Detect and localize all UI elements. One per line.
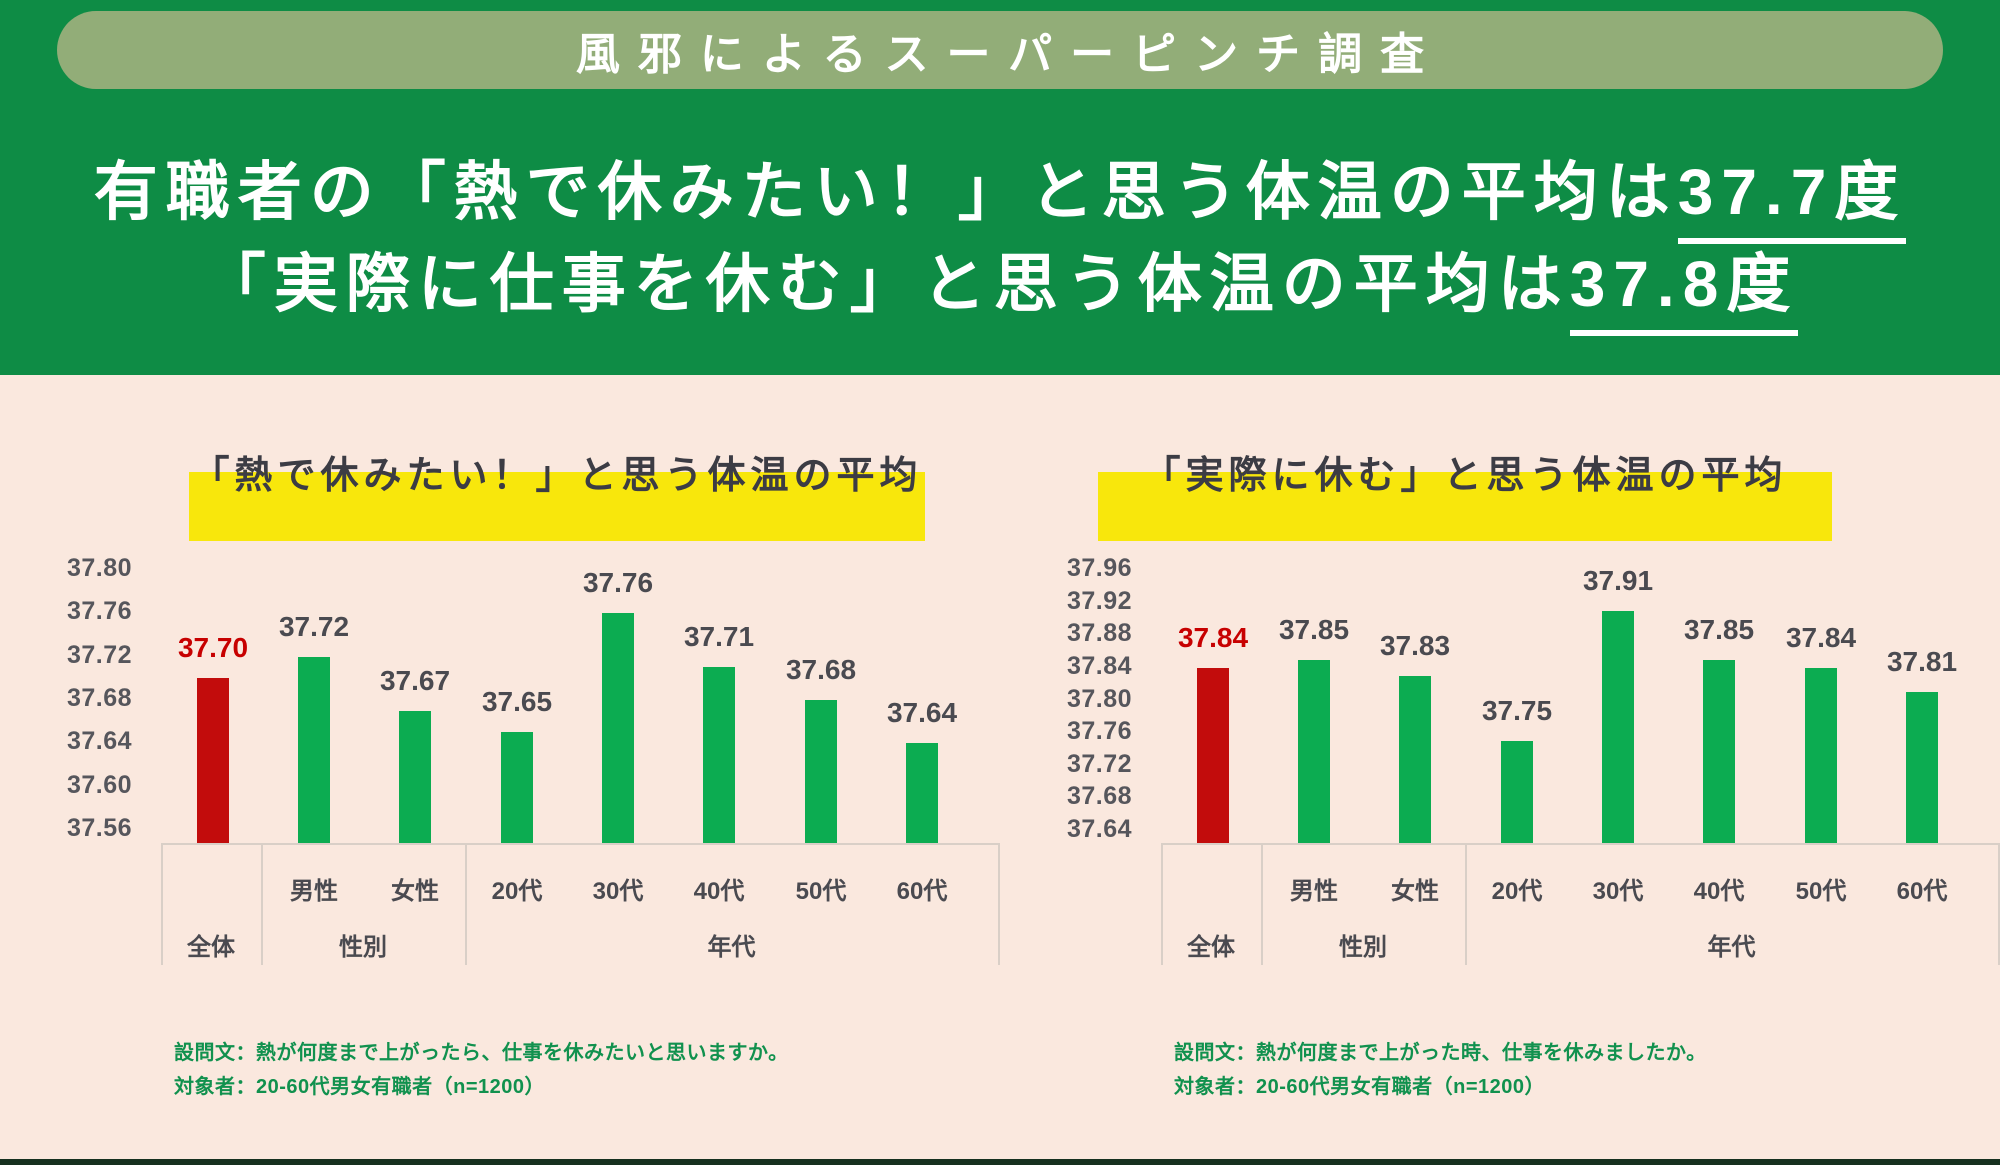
bar-value-label: 37.84 [1785, 621, 1857, 653]
table-divider [1261, 843, 1263, 965]
group-label: 性別 [1339, 934, 1387, 961]
y-axis-tick-label: 37.64 [66, 727, 132, 756]
category-label: 50代 [795, 878, 847, 905]
bar [1703, 659, 1735, 843]
header-band: 風邪によるスーパーピンチ調査 有職者の「熱で休みたい！」と思う体温の平均は37.… [0, 0, 2000, 375]
bar [1298, 659, 1330, 843]
bar [1906, 692, 1938, 843]
bar [906, 743, 938, 843]
y-axis-tick-label: 37.56 [66, 813, 132, 842]
bar-value-label: 37.84 [1177, 621, 1249, 653]
y-axis-tick-label: 37.64 [1066, 815, 1132, 844]
table-divider [465, 843, 467, 965]
headline-line-1: 有職者の「熱で休みたい！」と思う体温の平均は37.7度 [0, 141, 2000, 244]
group-label: 性別 [339, 934, 387, 961]
bar [1805, 667, 1837, 843]
y-axis-tick-label: 37.76 [66, 597, 132, 626]
table-divider [161, 843, 163, 965]
bar-value-label: 37.72 [278, 610, 350, 642]
group-label: 全体 [187, 934, 235, 961]
bar-value-label: 37.85 [1683, 613, 1755, 645]
category-label: 男性 [290, 878, 338, 905]
note-sample: 対象者：20-60代男女有職者（n=1200） [174, 1076, 546, 1098]
bar-value-label: 37.83 [1379, 630, 1451, 662]
headline-line-1-value: 37.7度 [1677, 141, 1907, 244]
y-axis-tick-label: 37.92 [1066, 586, 1132, 615]
category-label: 20代 [491, 878, 543, 905]
bar [703, 667, 735, 843]
y-axis-tick-label: 37.68 [1066, 782, 1132, 811]
bar-value-label: 37.76 [582, 567, 654, 599]
headline-line-2-text: 「実際に仕事を休む」と思う体温の平均は [201, 248, 1570, 320]
group-label: 全体 [1187, 934, 1235, 961]
category-label: 女性 [1391, 878, 1439, 905]
bar-value-label: 37.67 [379, 664, 451, 696]
bar-value-label: 37.68 [785, 653, 857, 685]
category-label: 30代 [1592, 878, 1644, 905]
headline-line-2-value: 37.8度 [1569, 233, 1799, 336]
table-divider [998, 843, 1000, 965]
y-axis-tick-label: 37.76 [1066, 717, 1132, 746]
bottom-strip [0, 1159, 2000, 1165]
bar-value-label: 37.71 [683, 621, 755, 653]
bar-value-label: 37.64 [886, 697, 958, 729]
chart-title: 「実際に休む」と思う体温の平均 [1142, 455, 1788, 497]
note-sample: 対象者：20-60代男女有職者（n=1200） [1174, 1076, 1546, 1098]
category-label: 50代 [1795, 878, 1847, 905]
survey-badge-label: 風邪によるスーパーピンチ調査 [575, 30, 1443, 79]
bar-value-label: 37.70 [177, 632, 249, 664]
headline-line-2: 「実際に仕事を休む」と思う体温の平均は37.8度 [0, 233, 2000, 336]
note-question: 設問文：熱が何度まで上がった時、仕事を休みましたか。 [1174, 1042, 1707, 1064]
y-axis-tick-label: 37.84 [1066, 651, 1132, 680]
axis-line [1161, 843, 1998, 845]
bar [1197, 667, 1229, 843]
category-label: 30代 [592, 878, 644, 905]
table-divider [1465, 843, 1467, 965]
bar-value-label: 37.75 [1481, 695, 1553, 727]
y-axis-tick-label: 37.68 [66, 683, 132, 712]
chart-title: 「熱で休みたい！」と思う体温の平均 [191, 455, 923, 497]
bar [501, 732, 533, 843]
y-axis-tick-label: 37.88 [1066, 619, 1132, 648]
bar [399, 710, 431, 843]
bar-value-label: 37.65 [481, 686, 553, 718]
y-axis-tick-label: 37.60 [66, 770, 132, 799]
category-label: 60代 [896, 878, 948, 905]
category-label: 女性 [391, 878, 439, 905]
chart-title-highlight [189, 472, 925, 541]
y-axis-tick-label: 37.80 [1066, 684, 1132, 713]
y-axis-tick-label: 37.96 [1066, 554, 1132, 582]
group-label: 年代 [1707, 934, 1756, 961]
category-label: 40代 [1693, 878, 1745, 905]
bar [1602, 610, 1634, 843]
bar [1399, 676, 1431, 843]
category-label: 40代 [693, 878, 745, 905]
y-axis-tick-label: 37.72 [66, 640, 132, 669]
group-label: 年代 [707, 934, 756, 961]
bar [1501, 741, 1533, 843]
bar-value-label: 37.81 [1886, 646, 1958, 678]
bar-value-label: 37.85 [1278, 613, 1350, 645]
bar [197, 678, 229, 843]
bar-value-label: 37.91 [1582, 564, 1654, 596]
category-label: 男性 [1290, 878, 1338, 905]
table-divider [1161, 843, 1163, 965]
y-axis-tick-label: 37.80 [66, 554, 132, 582]
table-divider [1998, 843, 2000, 965]
headline-line-1-text: 有職者の「熱で休みたい！」と思う体温の平均は [93, 156, 1678, 228]
survey-badge: 風邪によるスーパーピンチ調査 [57, 11, 1943, 89]
bar [805, 699, 837, 843]
category-label: 20代 [1491, 878, 1543, 905]
y-axis-tick-label: 37.72 [1066, 749, 1132, 778]
bar [602, 613, 634, 843]
category-label: 60代 [1896, 878, 1948, 905]
note-question: 設問文：熱が何度まで上がったら、仕事を休みたいと思いますか。 [174, 1042, 789, 1064]
table-divider [261, 843, 263, 965]
chart-title-highlight [1098, 472, 1832, 541]
axis-line [161, 843, 998, 845]
bar [298, 656, 330, 843]
